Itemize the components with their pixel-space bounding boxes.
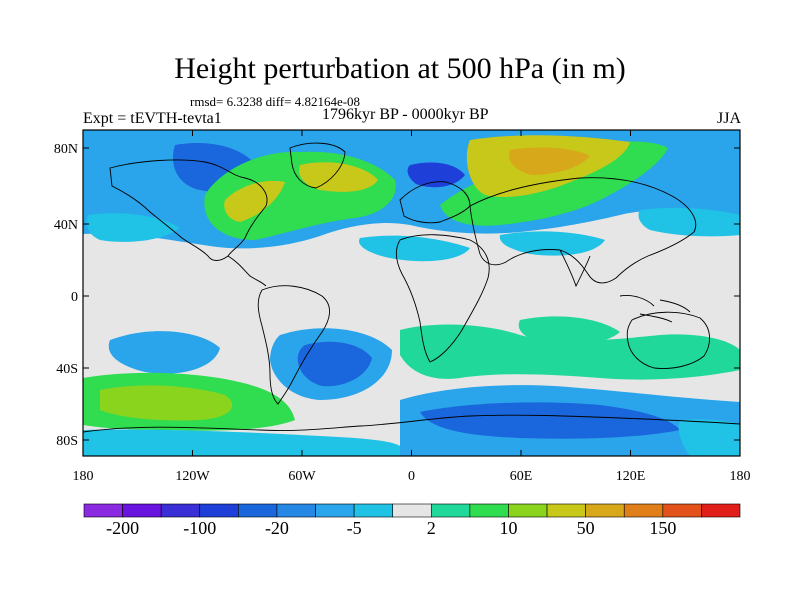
- field-tropical-cyan: [359, 235, 470, 262]
- colorbar-label: 50: [577, 518, 595, 538]
- colorbar-swatch: [315, 503, 355, 518]
- field-natl-yellow: [224, 180, 285, 222]
- lon-tick-label: 60W: [288, 469, 316, 484]
- colorbar-swatch: [662, 503, 702, 518]
- colorbar-label: 10: [499, 518, 517, 538]
- lon-tick-label: 120W: [175, 469, 210, 484]
- season-label: JJA: [717, 110, 742, 127]
- colorbar-label: -100: [183, 518, 216, 538]
- field-antarctic-cyan2: [678, 419, 740, 456]
- colorbar-swatch: [430, 503, 471, 518]
- colorbar-labels: -200 -100 -20 -5 2 10 50 150: [106, 518, 676, 538]
- field-antarctic-cyan: [83, 429, 400, 456]
- colorbar-swatch: [238, 503, 278, 518]
- lat-tick-group: 80N 40N 0 40S 80S: [54, 142, 740, 449]
- lat-tick-label: 80S: [56, 434, 78, 449]
- field-tropical-cyan2: [499, 231, 605, 256]
- colorbar-label: -200: [106, 518, 139, 538]
- lon-tick-label: 0: [408, 469, 415, 484]
- plot-title: Height perturbation at 500 hPa (in m): [174, 52, 626, 85]
- field-antarctic-darkblue: [420, 402, 680, 439]
- colorbar-swatch: [276, 503, 316, 518]
- colorbar-swatch: [353, 503, 394, 518]
- field-tropical-cyan3: [638, 207, 740, 237]
- colorbar-swatch: [122, 503, 162, 518]
- colorbar-swatch: [623, 503, 664, 518]
- field-natl-yellow2: [299, 162, 378, 192]
- colorbar-swatch: [392, 503, 432, 518]
- lon-tick-label: 120E: [616, 469, 646, 484]
- colorbar-swatch: [160, 503, 201, 518]
- field-pacific-cyan: [86, 213, 180, 242]
- colorbar-swatch: [469, 503, 509, 518]
- lat-tick-label: 40S: [56, 362, 78, 377]
- colorbar-swatch: [701, 503, 741, 518]
- coastlines: [83, 142, 740, 433]
- lon-tick-group: 180 120W 60W 0 60E 120E 180: [73, 130, 751, 484]
- colorbar-swatch: [546, 503, 586, 518]
- colorbar-swatch: [199, 503, 239, 518]
- period-label: 1796kyr BP - 0000kyr BP: [322, 106, 489, 123]
- colorbar-swatch: [585, 503, 625, 518]
- lon-tick-label: 60E: [510, 469, 533, 484]
- field-southatl-midblue: [297, 341, 372, 387]
- colorbar-label: -20: [265, 518, 289, 538]
- lat-tick-label: 0: [71, 290, 78, 305]
- stats-text: rmsd= 6.3238 diff= 4.82164e-08: [190, 94, 361, 109]
- field-indian-green2: [518, 316, 620, 345]
- lat-tick-label: 80N: [54, 142, 78, 157]
- field-southpac-yellow: [100, 385, 233, 421]
- colorbar-swatch: [83, 503, 123, 518]
- lon-tick-label: 180: [73, 469, 94, 484]
- colorbar-label: 2: [427, 518, 436, 538]
- experiment-label: Expt = tEVTH-tevta1: [83, 110, 222, 127]
- field-arctic-darkblue: [407, 162, 465, 188]
- colorbar-swatch: [508, 503, 548, 518]
- colorbar-label: 150: [649, 518, 676, 538]
- lon-tick-label: 180: [730, 469, 751, 484]
- colorbar: [83, 503, 741, 518]
- field-indian-green: [400, 324, 740, 380]
- field-eurasia-orange: [508, 147, 590, 175]
- field-southpac-blue: [108, 331, 220, 374]
- colorbar-label: -5: [347, 518, 362, 538]
- lat-tick-label: 40N: [54, 218, 78, 233]
